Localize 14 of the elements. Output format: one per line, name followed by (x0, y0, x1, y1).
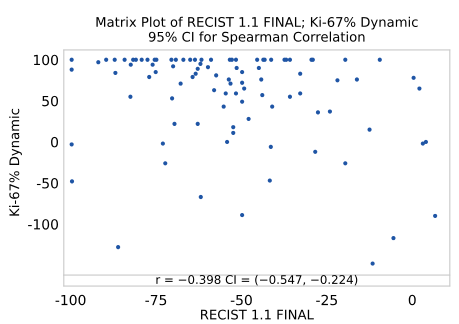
chart-title: Matrix Plot of RECIST 1.1 FINAL; Ki-67% Dynamic 95% CI for Spearman Correlation (96, 16, 418, 44)
annotation: r = −0.398 CI = (−0.547, −0.224) (156, 274, 358, 286)
x-tick-label: -100 (56, 294, 86, 306)
x-tick-label: 0 (408, 294, 416, 306)
x-tick-label: -75 (145, 294, 166, 306)
y-tick-label: -100 (28, 219, 58, 230)
x-tick-label: -50 (230, 294, 252, 306)
y-tick-label: 50 (42, 96, 58, 106)
y-tick-label: 0 (51, 136, 58, 148)
y-tick-label: -50 (36, 178, 58, 189)
y-axis-title: Ki-67% Dynamic (9, 108, 22, 216)
x-axis-title: RECIST 1.1 FINAL (201, 310, 314, 320)
y-tick-label: 100 (34, 54, 58, 66)
x-tick-label: -25 (316, 294, 337, 306)
